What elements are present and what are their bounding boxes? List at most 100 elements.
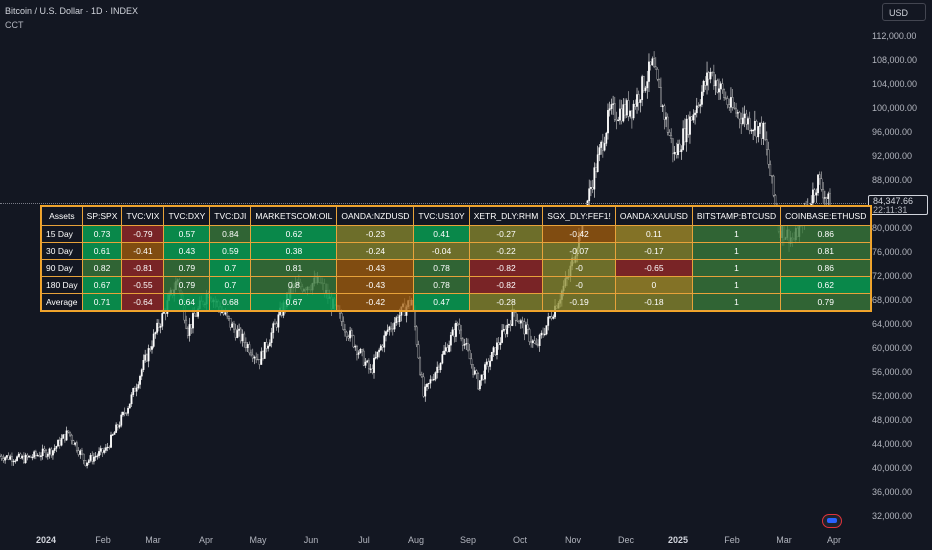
candle-body <box>735 108 737 114</box>
candle-body <box>530 341 533 344</box>
candle-body <box>77 450 80 455</box>
candle-body <box>137 384 140 389</box>
time-axis[interactable]: 2024 Feb Mar Apr May Jun Jul Aug Sep Oct Nov Dec 202… <box>0 528 866 550</box>
correlation-cell: 0.79 <box>163 276 211 294</box>
candle-body <box>694 112 696 115</box>
candle-body <box>420 374 423 378</box>
candle-body <box>255 356 258 360</box>
chart-title: Bitcoin / U.S. Dollar · 1D · INDEX <box>5 6 139 16</box>
correlation-cell: -0.42 <box>542 225 616 243</box>
candle-body <box>123 412 126 414</box>
time-tick: Apr <box>198 535 214 545</box>
candle-body <box>666 116 669 133</box>
candle-body <box>736 112 739 114</box>
correlation-cell: 0.71 <box>81 293 123 311</box>
price-axis[interactable]: 112,000.00 108,000.00 104,000.00 100,000.00… <box>866 0 932 528</box>
candle-body <box>31 456 34 459</box>
price-tick: 68,000.00 <box>872 295 913 305</box>
candle-body <box>75 442 78 451</box>
indicator-name[interactable]: CCT <box>5 20 24 30</box>
candle-body <box>653 58 655 67</box>
candle-body <box>367 360 370 370</box>
table-row: 90 Day 0.82 -0.81 0.79 0.7 0.81 -0.43 0.78 -0.82… <box>41 259 872 277</box>
correlation-cell: 0.67 <box>81 276 123 294</box>
candle-body <box>434 372 437 380</box>
candle-body <box>193 313 196 317</box>
candle-body <box>262 351 264 359</box>
candle-body <box>116 424 119 428</box>
candle-body <box>99 448 102 452</box>
candle-body <box>383 335 386 348</box>
price-tick: 108,000.00 <box>872 55 918 65</box>
candle-body <box>19 453 22 459</box>
correlation-cell: 0.73 <box>81 225 123 243</box>
candle-body <box>40 455 42 457</box>
correlation-cell: 0.59 <box>209 242 252 260</box>
row-label: Average <box>41 293 83 311</box>
candle-body <box>680 149 683 153</box>
candle-body <box>147 348 150 362</box>
candle-body <box>231 323 234 328</box>
correlation-cell: 0.78 <box>413 276 470 294</box>
candle-body <box>356 346 358 355</box>
candle-body <box>376 351 379 358</box>
candle-body <box>461 338 464 346</box>
candle-body <box>127 407 129 414</box>
candle-body <box>613 103 616 120</box>
candle-body <box>362 350 365 366</box>
correlation-cell: 0.84 <box>209 225 252 243</box>
candle-body <box>661 105 664 107</box>
tradingview-logo-icon[interactable] <box>822 514 842 528</box>
candle-body <box>429 379 432 384</box>
candle-body <box>704 80 707 86</box>
candle-body <box>388 326 391 331</box>
asset-column-header: BITSTAMP:BTCUSD <box>691 206 782 226</box>
correlation-cell: -0.82 <box>468 259 544 277</box>
row-label: 30 Day <box>41 242 83 260</box>
candle-body <box>156 322 159 333</box>
candle-body <box>24 454 27 463</box>
correlation-cell: 0.43 <box>163 242 211 260</box>
candle-body <box>444 347 447 352</box>
correlation-cell: -0.64 <box>121 293 165 311</box>
time-tick: 2024 <box>35 535 57 545</box>
candle-body <box>605 132 608 144</box>
last-price-label: 84,347.66 22:11:31 <box>868 195 928 215</box>
candle-body <box>492 347 495 353</box>
table-row: 180 Day 0.67 -0.55 0.79 0.7 0.8 -0.43 0.78 -0.82… <box>41 276 872 294</box>
correlation-cell: 0.79 <box>780 293 872 311</box>
table-row: 30 Day 0.61 -0.41 0.43 0.59 0.38 -0.24 -0.04 -0.… <box>41 242 872 260</box>
candle-body <box>747 118 749 125</box>
candle-body <box>817 174 819 194</box>
candle-body <box>549 316 551 318</box>
candle-body <box>28 455 30 458</box>
candle-body <box>395 317 398 323</box>
candle-body <box>642 76 645 91</box>
correlation-cell: 0.82 <box>81 259 123 277</box>
candle-body <box>456 322 459 325</box>
candle-body <box>338 310 341 314</box>
candle-body <box>671 138 674 155</box>
candle-body <box>759 122 761 127</box>
candle-body <box>236 330 239 338</box>
candle-body <box>364 361 367 366</box>
bar-countdown: 22:11:31 <box>873 205 908 215</box>
candle-body <box>152 333 155 347</box>
candle-body <box>619 108 621 121</box>
candle-body <box>815 192 818 196</box>
row-label: 90 Day <box>41 259 83 277</box>
candle-body <box>192 313 194 329</box>
candle-body <box>535 342 538 345</box>
candle-body <box>33 451 36 458</box>
candle-body <box>673 152 676 155</box>
candle-body <box>540 332 543 336</box>
correlation-cell: 1 <box>691 259 782 277</box>
currency-selector[interactable]: USD <box>882 3 926 21</box>
correlation-cell: -0.43 <box>336 259 415 277</box>
candle-body <box>726 98 729 105</box>
correlation-cell: -0.42 <box>336 293 415 311</box>
candle-body <box>501 330 503 343</box>
correlation-table: Assets SP:SPX TVC:VIX TVC:DXY TVC:DJI MARKETS… <box>39 205 873 312</box>
candle-body <box>499 342 502 346</box>
time-tick: Nov <box>564 535 582 545</box>
